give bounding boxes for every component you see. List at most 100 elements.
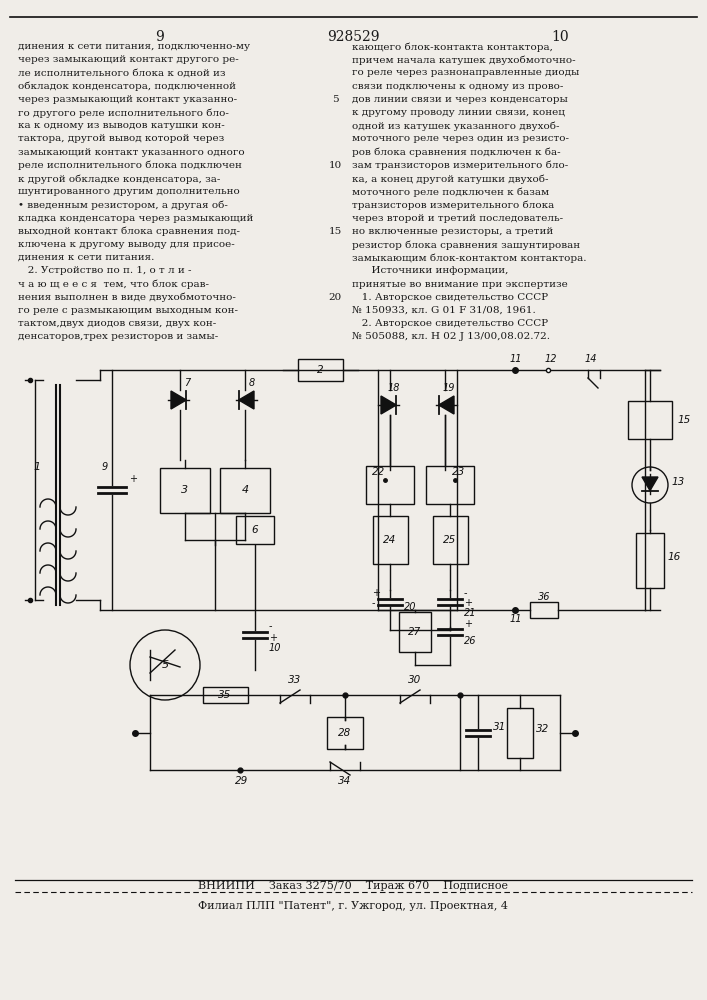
Polygon shape xyxy=(239,391,254,409)
Text: 6: 6 xyxy=(252,525,258,535)
Bar xyxy=(236,516,274,544)
Text: 10: 10 xyxy=(269,643,281,653)
Text: ле исполнительного блока к одной из: ле исполнительного блока к одной из xyxy=(18,68,226,77)
Text: 30: 30 xyxy=(409,675,421,685)
Text: го реле с размыкающим выходным кон-: го реле с размыкающим выходным кон- xyxy=(18,306,238,315)
Text: причем начала катушек двухобмоточно-: причем начала катушек двухобмоточно- xyxy=(352,55,575,65)
Text: 22: 22 xyxy=(372,467,385,477)
Text: но включенные резисторы, а третий: но включенные резисторы, а третий xyxy=(352,227,554,236)
Text: 19: 19 xyxy=(443,383,455,393)
Text: № 150933, кл. G 01 F 31/08, 1961.: № 150933, кл. G 01 F 31/08, 1961. xyxy=(352,306,536,315)
Text: 1: 1 xyxy=(33,462,40,472)
Text: 36: 36 xyxy=(538,592,550,602)
Text: ров блока сравнения подключен к ба-: ров блока сравнения подключен к ба- xyxy=(352,148,561,157)
Text: 29: 29 xyxy=(235,776,248,786)
Text: -: - xyxy=(464,588,467,598)
Text: 24: 24 xyxy=(383,535,397,545)
Text: динения к сети питания, подключенно­му: динения к сети питания, подключенно­му xyxy=(18,42,250,51)
Text: замыкающим блок-контактом контактора.: замыкающим блок-контактом контактора. xyxy=(352,253,587,263)
Bar xyxy=(628,401,672,439)
Text: 14: 14 xyxy=(585,354,597,364)
Text: 21: 21 xyxy=(464,608,477,618)
Text: тактом,двух диодов связи, двух кон-: тактом,двух диодов связи, двух кон- xyxy=(18,319,216,328)
Text: 27: 27 xyxy=(409,627,421,637)
Text: 33: 33 xyxy=(288,675,302,685)
Bar xyxy=(298,359,342,381)
Text: 32: 32 xyxy=(536,724,549,734)
Bar xyxy=(636,532,664,587)
Text: 25: 25 xyxy=(443,535,457,545)
Text: 1. Авторское свидетельство СССР: 1. Авторское свидетельство СССР xyxy=(352,293,548,302)
Polygon shape xyxy=(439,396,454,414)
Text: динения к сети питания.: динения к сети питания. xyxy=(18,253,154,262)
Text: нения выполнен в виде двухобмоточно-: нения выполнен в виде двухобмоточно- xyxy=(18,293,236,302)
Text: кающего блок-контакта контактора,: кающего блок-контакта контактора, xyxy=(352,42,553,51)
Text: к другой обкладке конденсатора, за-: к другой обкладке конденсатора, за- xyxy=(18,174,221,184)
Polygon shape xyxy=(381,396,397,414)
Bar xyxy=(366,466,414,504)
Text: к другому проводу линии связи, конец: к другому проводу линии связи, конец xyxy=(352,108,565,117)
Text: 20: 20 xyxy=(404,602,416,612)
Polygon shape xyxy=(171,391,187,409)
Text: денсаторов,трех резисторов и замы-: денсаторов,трех резисторов и замы- xyxy=(18,332,218,341)
Text: 15: 15 xyxy=(328,227,341,236)
Bar xyxy=(433,516,467,564)
Text: +: + xyxy=(269,633,277,643)
Text: через второй и третий последователь-: через второй и третий последователь- xyxy=(352,214,563,223)
Text: 10: 10 xyxy=(551,30,569,44)
Text: • введенным резистором, а другая об-: • введенным резистором, а другая об- xyxy=(18,200,228,210)
Text: 13: 13 xyxy=(672,477,685,487)
Text: го реле через разнонаправленные диоды: го реле через разнонаправленные диоды xyxy=(352,68,579,77)
Text: 10: 10 xyxy=(328,161,341,170)
Text: 2. Устройство по п. 1, о т л и -: 2. Устройство по п. 1, о т л и - xyxy=(18,266,192,275)
Text: 16: 16 xyxy=(668,552,682,562)
Text: 20: 20 xyxy=(328,293,341,302)
Text: 34: 34 xyxy=(339,776,351,786)
Text: Филиал ПЛП "Патент", г. Ужгород, ул. Проектная, 4: Филиал ПЛП "Патент", г. Ужгород, ул. Про… xyxy=(198,901,508,911)
Text: ВНИИПИ    Заказ 3275/70    Тираж 670    Подписное: ВНИИПИ Заказ 3275/70 Тираж 670 Подписное xyxy=(198,881,508,891)
Text: 11: 11 xyxy=(510,614,522,624)
Text: 5: 5 xyxy=(161,660,168,670)
Bar xyxy=(530,602,558,618)
Text: -: - xyxy=(269,621,272,631)
Text: 26: 26 xyxy=(464,636,477,646)
Text: выходной контакт блока сравнения под-: выходной контакт блока сравнения под- xyxy=(18,227,240,236)
Text: связи подключены к одному из прово-: связи подключены к одному из прово- xyxy=(352,82,563,91)
Text: ч а ю щ е е с я  тем, что блок срав-: ч а ю щ е е с я тем, что блок срав- xyxy=(18,280,209,289)
Text: одной из катушек указанного двухоб-: одной из катушек указанного двухоб- xyxy=(352,121,559,131)
Text: шунтированного другим дополнительно: шунтированного другим дополнительно xyxy=(18,187,240,196)
Text: дов линии связи и через конденсаторы: дов линии связи и через конденсаторы xyxy=(352,95,568,104)
Text: ка, а конец другой катушки двухоб-: ка, а конец другой катушки двухоб- xyxy=(352,174,549,184)
Polygon shape xyxy=(642,477,658,491)
Bar xyxy=(327,716,363,748)
Text: 5: 5 xyxy=(332,95,339,104)
Text: № 505088, кл. Н 02 J 13/00,08.02.72.: № 505088, кл. Н 02 J 13/00,08.02.72. xyxy=(352,332,550,341)
Text: 2: 2 xyxy=(317,365,323,375)
Text: 28: 28 xyxy=(339,728,351,738)
Text: -: - xyxy=(372,598,375,608)
Bar xyxy=(220,468,270,512)
Text: 4: 4 xyxy=(241,485,249,495)
Text: моточного реле через один из резисто-: моточного реле через один из резисто- xyxy=(352,134,569,143)
Text: +: + xyxy=(464,619,472,629)
Text: зам транзисторов измерительного бло-: зам транзисторов измерительного бло- xyxy=(352,161,568,170)
Text: 928529: 928529 xyxy=(327,30,379,44)
Text: ка к одному из выводов катушки кон-: ка к одному из выводов катушки кон- xyxy=(18,121,225,130)
Text: принятые во внимание при экспертизе: принятые во внимание при экспертизе xyxy=(352,280,568,289)
Text: ключена к другому выводу для присое-: ключена к другому выводу для присое- xyxy=(18,240,235,249)
Text: 23: 23 xyxy=(452,467,465,477)
Text: 35: 35 xyxy=(218,690,232,700)
Text: резистор блока сравнения зашунтирован: резистор блока сравнения зашунтирован xyxy=(352,240,580,249)
Text: 18: 18 xyxy=(388,383,400,393)
Text: +: + xyxy=(372,588,380,598)
Bar xyxy=(507,708,533,758)
Bar xyxy=(399,612,431,652)
Text: +: + xyxy=(464,598,472,608)
Text: реле исполнительного блока подключен: реле исполнительного блока подключен xyxy=(18,161,242,170)
Bar xyxy=(160,468,210,512)
Bar xyxy=(373,516,407,564)
Text: замыкающий контакт указанного одного: замыкающий контакт указанного одного xyxy=(18,148,245,157)
Text: 2. Авторское свидетельство СССР: 2. Авторское свидетельство СССР xyxy=(352,319,548,328)
Text: 8: 8 xyxy=(249,378,255,388)
Text: обкладок конденсатора, подключенной: обкладок конденсатора, подключенной xyxy=(18,82,236,91)
